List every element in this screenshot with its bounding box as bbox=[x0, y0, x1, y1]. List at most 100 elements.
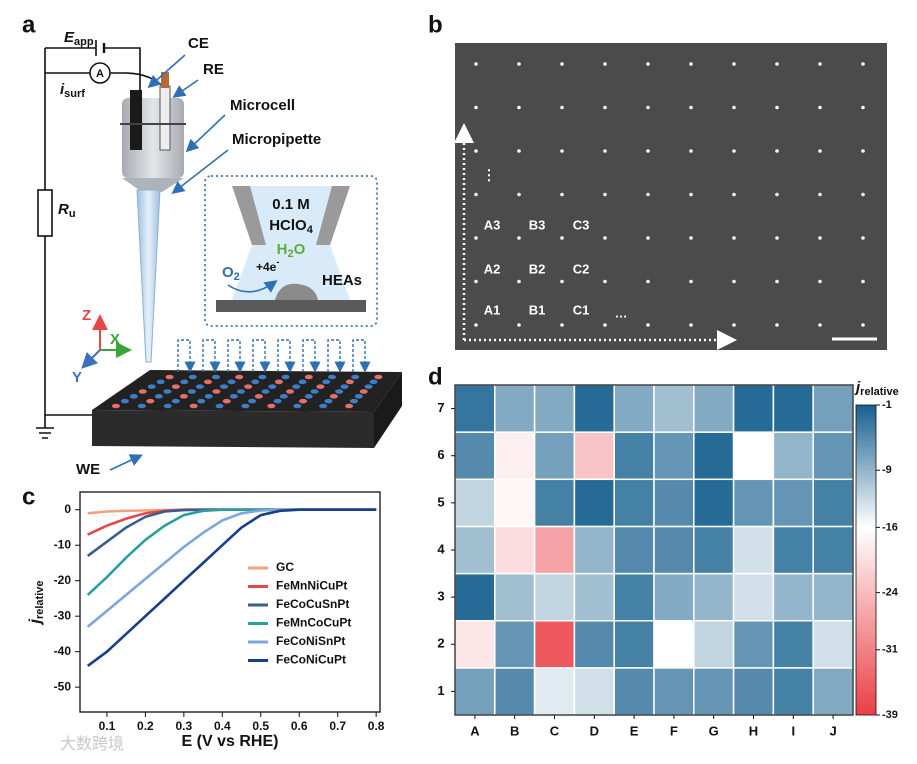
x-tick-label: 0.8 bbox=[368, 719, 385, 733]
label-sub: 4 bbox=[307, 224, 314, 236]
panel-label: d bbox=[428, 363, 443, 390]
spot bbox=[603, 105, 607, 110]
x-tick-label: 0.1 bbox=[99, 719, 116, 733]
spot bbox=[646, 105, 650, 110]
y-tick-label: 2 bbox=[437, 636, 444, 651]
spot bbox=[235, 374, 244, 380]
spot bbox=[316, 384, 325, 389]
heatmap-cell bbox=[693, 478, 735, 528]
spot bbox=[195, 384, 204, 389]
spot bbox=[603, 62, 607, 66]
hop bbox=[252, 339, 271, 373]
axis-title: jrelative bbox=[27, 581, 46, 626]
spot bbox=[732, 149, 736, 153]
spot bbox=[646, 192, 650, 197]
heatmap-cell bbox=[732, 667, 775, 716]
heatmap-cell bbox=[693, 431, 735, 481]
spot bbox=[732, 236, 736, 240]
label: isurf bbox=[60, 81, 85, 100]
x-tick-label: B bbox=[510, 723, 519, 738]
axis-label: Z bbox=[82, 307, 91, 324]
spot bbox=[818, 323, 822, 327]
spot bbox=[474, 105, 478, 110]
spot bbox=[171, 398, 180, 404]
spot bbox=[137, 403, 146, 409]
heatmap-cell bbox=[533, 384, 576, 433]
heatmap-cell bbox=[732, 478, 775, 528]
spot bbox=[818, 149, 822, 153]
legend-label: FeCoNiCuPt bbox=[276, 653, 346, 667]
micrograph-spots bbox=[474, 62, 865, 327]
x-tick-label: C bbox=[550, 723, 560, 738]
heatmap-cell bbox=[772, 619, 814, 669]
spot bbox=[248, 398, 257, 404]
axis-title-sub: relative bbox=[860, 386, 899, 398]
spot bbox=[241, 403, 250, 409]
spot bbox=[179, 394, 188, 399]
ammeter-label: A bbox=[96, 68, 104, 80]
spot bbox=[560, 323, 564, 327]
heatmap-cell bbox=[772, 384, 814, 433]
spot bbox=[818, 192, 822, 197]
spot bbox=[861, 105, 865, 110]
spot bbox=[156, 379, 165, 385]
spot bbox=[129, 394, 138, 399]
spot bbox=[319, 403, 328, 409]
hop bbox=[227, 339, 246, 373]
heatmap-cell bbox=[573, 619, 615, 669]
spot bbox=[251, 379, 260, 385]
hop bbox=[327, 339, 346, 373]
label: CE bbox=[188, 35, 209, 52]
sample-spots bbox=[111, 374, 383, 409]
spot bbox=[775, 105, 779, 110]
heatmap-cell bbox=[653, 619, 695, 669]
legend-label: FeMnNiCuPt bbox=[276, 579, 347, 593]
spot bbox=[310, 389, 319, 394]
spot bbox=[111, 403, 120, 409]
spot bbox=[861, 279, 865, 284]
heatmap-cell bbox=[812, 667, 854, 716]
spot bbox=[818, 105, 822, 110]
spot bbox=[603, 279, 607, 284]
label-main: H bbox=[277, 241, 288, 258]
heatmap-cell bbox=[494, 572, 536, 622]
spot bbox=[474, 323, 478, 327]
spot bbox=[203, 379, 212, 385]
axis-title-main: j bbox=[854, 379, 861, 396]
spot bbox=[154, 394, 163, 399]
legend-label: FeMnCoCuPt bbox=[276, 616, 351, 630]
spot-label: C1 bbox=[573, 302, 590, 317]
heatmap-cell bbox=[533, 478, 576, 528]
heatmap-cell bbox=[653, 667, 695, 716]
heatmap-cell bbox=[573, 525, 615, 575]
heatmap-cell bbox=[732, 384, 775, 433]
spot bbox=[603, 236, 607, 240]
heatmap-cell bbox=[573, 572, 615, 622]
label: Ru bbox=[58, 201, 76, 220]
axis-label: Y bbox=[72, 369, 82, 386]
spot bbox=[215, 403, 224, 409]
spot bbox=[474, 192, 478, 197]
panel-label: c bbox=[22, 483, 35, 510]
label: +4e- bbox=[256, 257, 279, 274]
spot bbox=[775, 279, 779, 284]
label-sub: 2 bbox=[234, 271, 240, 283]
spot bbox=[560, 192, 564, 197]
label: Eapp bbox=[64, 29, 94, 48]
spot bbox=[261, 389, 270, 394]
heatmap-cell bbox=[494, 384, 536, 433]
spot bbox=[335, 389, 344, 394]
heatmap-cell bbox=[653, 431, 695, 481]
spot bbox=[732, 323, 736, 327]
y-tick-label: -50 bbox=[54, 679, 72, 693]
spot bbox=[293, 403, 302, 409]
heatmap-cell bbox=[573, 478, 615, 528]
heatmap-cell bbox=[494, 619, 536, 669]
spot bbox=[322, 379, 331, 385]
colorbar-tick-label: -1 bbox=[882, 399, 892, 411]
spot bbox=[603, 323, 607, 327]
spot bbox=[861, 323, 865, 327]
heatmap-cell bbox=[613, 572, 655, 622]
spot bbox=[254, 394, 263, 399]
